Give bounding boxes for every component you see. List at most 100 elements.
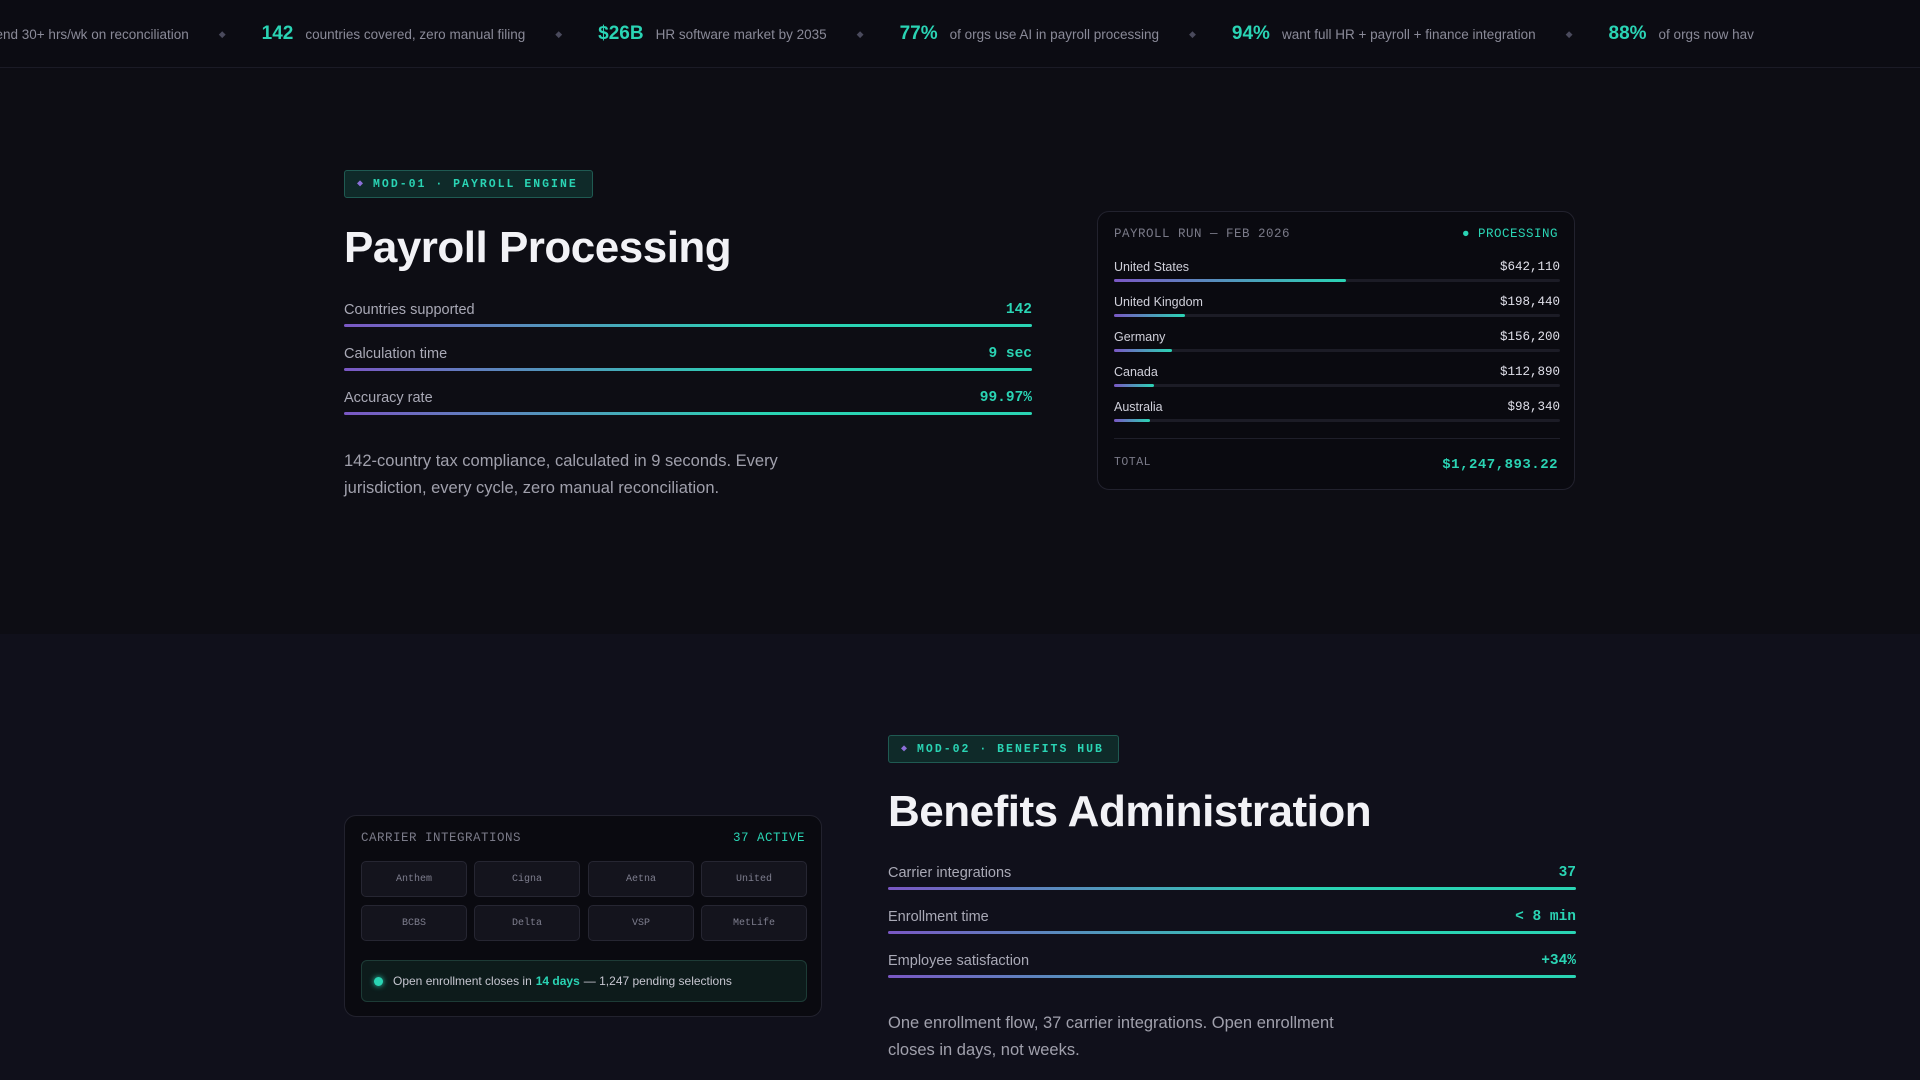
card-header: PAYROLL RUN — FEB 2026 — [1114, 227, 1291, 241]
section-description: 142-country tax compliance, calculated i… — [344, 452, 778, 497]
metric-bar — [888, 887, 1576, 890]
module-badge: ◆ MOD-02 · BENEFITS HUB — [888, 735, 1119, 763]
metric-row: Countries supported 142 — [344, 302, 1032, 332]
carrier-chip[interactable]: United — [701, 861, 807, 897]
ticker-track: pend 30+ hrs/wk on reconciliation ◆ 142 … — [0, 0, 1754, 67]
metric-bar — [344, 368, 1032, 371]
payroll-row: Canada $112,890 — [1114, 365, 1560, 400]
metric-row: Enrollment time < 8 min — [888, 909, 1576, 939]
payroll-row: Australia $98,340 — [1114, 400, 1560, 435]
ticker-item: pend 30+ hrs/wk on reconciliation ◆ — [0, 0, 262, 67]
badge-label: MOD-02 · BENEFITS HUB — [917, 742, 1104, 756]
stats-ticker: pend 30+ hrs/wk on reconciliation ◆ 142 … — [0, 0, 1920, 68]
country-name: Australia — [1114, 400, 1163, 414]
amount-fill — [1114, 384, 1155, 387]
ticker-value: 88% — [1608, 23, 1647, 44]
payroll-run-card: PAYROLL RUN — FEB 2026 ● PROCESSING Unit… — [1097, 211, 1575, 490]
amount-fill — [1114, 279, 1346, 282]
payroll-row: United States $642,110 — [1114, 260, 1560, 295]
ticker-item: 142 countries covered, zero manual filin… — [262, 0, 599, 67]
section-title: Benefits Administration — [888, 787, 1372, 836]
amount-track — [1114, 279, 1560, 282]
metric-label: Calculation time — [344, 346, 448, 362]
country-amount: $198,440 — [1499, 295, 1560, 309]
ticker-desc: of orgs now hav — [1658, 26, 1754, 42]
country-name: Canada — [1114, 365, 1158, 379]
metric-value: 99.97% — [979, 390, 1032, 406]
ticker-desc: pend 30+ hrs/wk on reconciliation — [0, 26, 189, 42]
ticker-value: 94% — [1231, 23, 1270, 44]
carrier-chip[interactable]: VSP — [588, 905, 694, 941]
diamond-icon: ◆ — [856, 28, 864, 39]
diamond-icon: ◆ — [555, 28, 563, 39]
country-name: United States — [1114, 260, 1190, 274]
carrier-chip[interactable]: Cigna — [474, 861, 580, 897]
ticker-item: 94% want full HR + payroll + finance int… — [1231, 0, 1609, 67]
metric-value: 142 — [1005, 302, 1032, 318]
ticker-item: 77% of orgs use AI in payroll processing… — [899, 0, 1232, 67]
total-label: TOTAL — [1114, 456, 1152, 469]
diamond-icon: ◆ — [357, 179, 366, 190]
country-amount: $112,890 — [1499, 365, 1560, 379]
metric-value: +34% — [1541, 953, 1576, 969]
ticker-item: 88% of orgs now hav — [1608, 0, 1754, 67]
diamond-icon: ◆ — [901, 744, 910, 755]
notice-highlight: 14 days — [535, 974, 580, 988]
payroll-row: United Kingdom $198,440 — [1114, 295, 1560, 330]
carrier-chip[interactable]: Delta — [474, 905, 580, 941]
ticker-desc: countries covered, zero manual filing — [305, 26, 526, 42]
section-title: Payroll Processing — [344, 223, 732, 272]
card-divider — [1114, 438, 1560, 439]
ticker-desc: HR software market by 2035 — [655, 26, 827, 42]
ticker-value: 77% — [899, 23, 938, 44]
metric-value: 37 — [1558, 865, 1576, 881]
carrier-chip[interactable]: Aetna — [588, 861, 694, 897]
carrier-chip[interactable]: BCBS — [361, 905, 467, 941]
metric-bar — [888, 931, 1576, 934]
metric-value: 9 sec — [988, 346, 1032, 362]
ticker-item: $26B HR software market by 2035 ◆ — [598, 0, 899, 67]
metric-row: Carrier integrations 37 — [888, 865, 1576, 895]
metric-label: Enrollment time — [888, 909, 989, 925]
metric-label: Employee satisfaction — [888, 953, 1030, 969]
amount-track — [1114, 419, 1560, 422]
amount-track — [1114, 314, 1560, 317]
status-dot-icon — [374, 976, 383, 986]
ticker-value: $26B — [598, 23, 644, 44]
amount-fill — [1114, 349, 1172, 352]
status-badge: ● PROCESSING — [1461, 227, 1558, 241]
metric-bar — [344, 412, 1032, 415]
amount-fill — [1114, 314, 1186, 317]
carrier-chip[interactable]: Anthem — [361, 861, 467, 897]
card-header: CARRIER INTEGRATIONS — [361, 831, 522, 845]
total-value: $1,247,893.22 — [1442, 457, 1558, 473]
enrollment-notice: Open enrollment closes in 14 days — 1,24… — [361, 960, 807, 1002]
ticker-desc: of orgs use AI in payroll processing — [949, 26, 1159, 42]
ticker-desc: want full HR + payroll + finance integra… — [1281, 26, 1536, 42]
payroll-section: ◆ MOD-01 · PAYROLL ENGINE Payroll Proces… — [0, 69, 1920, 634]
notice-text-suffix: — 1,247 pending selections — [583, 974, 732, 988]
country-name: United Kingdom — [1114, 295, 1203, 309]
diamond-icon: ◆ — [218, 28, 226, 39]
country-amount: $642,110 — [1499, 260, 1560, 274]
benefits-section: ◆ MOD-02 · BENEFITS HUB Benefits Adminis… — [0, 634, 1920, 1080]
metric-bar — [344, 324, 1032, 327]
amount-fill — [1114, 419, 1150, 422]
metric-label: Accuracy rate — [344, 390, 433, 406]
section-description: One enrollment flow, 37 carrier integrat… — [888, 1014, 1334, 1059]
notice-text: Open enrollment closes in — [393, 974, 532, 988]
diamond-icon: ◆ — [1565, 28, 1573, 39]
metric-row: Accuracy rate 99.97% — [344, 390, 1032, 420]
country-amount: $98,340 — [1507, 400, 1560, 414]
country-name: Germany — [1114, 330, 1166, 344]
country-amount: $156,200 — [1499, 330, 1560, 344]
metric-row: Calculation time 9 sec — [344, 346, 1032, 376]
metric-label: Carrier integrations — [888, 865, 1012, 881]
amount-track — [1114, 349, 1560, 352]
payroll-row: Germany $156,200 — [1114, 330, 1560, 365]
status-badge: 37 ACTIVE — [732, 831, 805, 845]
diamond-icon: ◆ — [1189, 28, 1196, 39]
metric-label: Countries supported — [344, 302, 475, 318]
metric-value: < 8 min — [1515, 909, 1576, 925]
carrier-chip[interactable]: MetLife — [701, 905, 807, 941]
